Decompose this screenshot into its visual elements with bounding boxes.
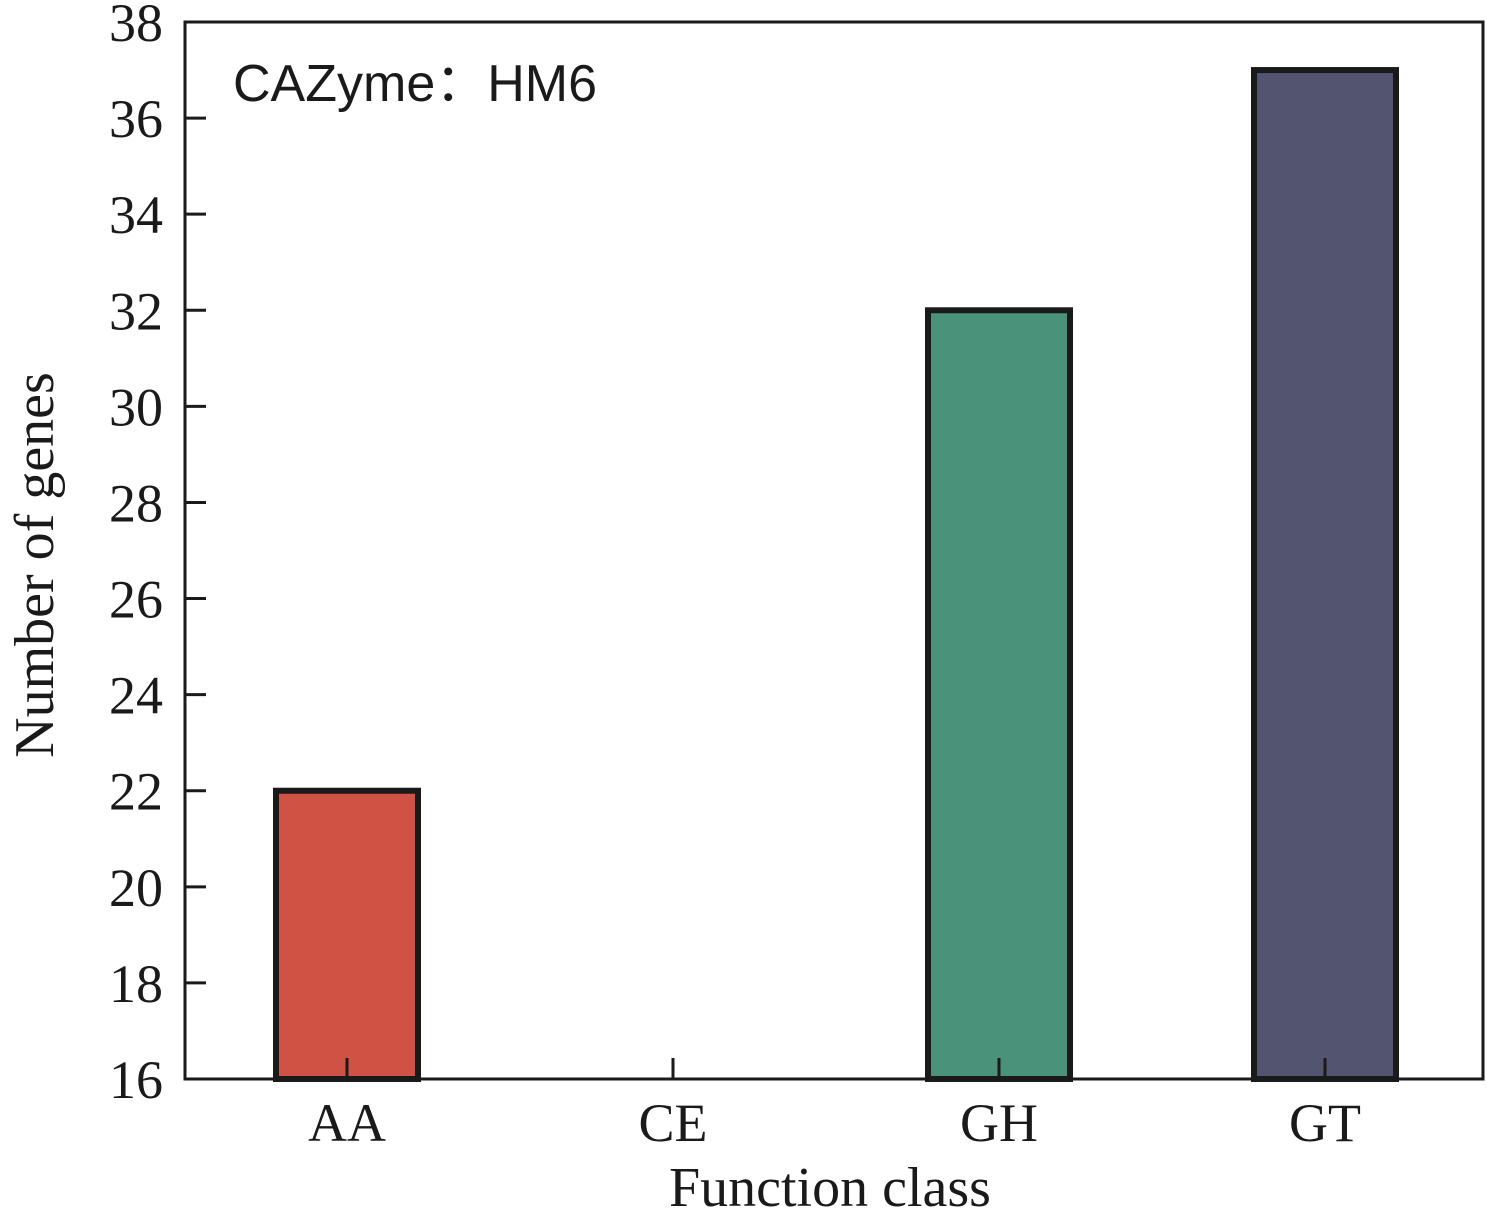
y-tick-label-30: 30 [109,377,163,437]
y-tick-label-22: 22 [109,762,163,822]
x-tick-label-aa: AA [308,1093,386,1153]
x-tick-label-gh: GH [960,1093,1038,1153]
y-tick-label-32: 32 [109,281,163,341]
y-tick-label-16: 16 [109,1050,163,1110]
bars-layer [273,67,1399,1083]
y-tick-label-26: 26 [109,570,163,630]
x-ticks-layer: AA CE GH GT [308,1058,1361,1153]
chart-annotation: CAZyme：HM6 [233,55,597,113]
y-tick-label-38: 38 [109,0,163,53]
bar-aa [273,787,421,1083]
plot-frame [183,20,1485,1081]
bar-gh [925,307,1073,1083]
x-tick-label-gt: GT [1289,1093,1361,1153]
y-tick-label-34: 34 [109,185,163,245]
y-tick-label-18: 18 [109,954,163,1014]
y-tick-label-28: 28 [109,473,163,533]
bar-gt [1251,67,1399,1082]
x-axis-title: Function class [669,1157,991,1219]
y-tick-label-36: 36 [109,89,163,149]
y-ticks-layer: 16 18 20 22 24 26 28 30 32 34 36 38 [109,0,206,1110]
y-tick-label-24: 24 [109,666,163,726]
x-tick-label-ce: CE [638,1093,707,1153]
y-tick-label-20: 20 [109,858,163,918]
y-axis-title: Number of genes [4,372,66,758]
